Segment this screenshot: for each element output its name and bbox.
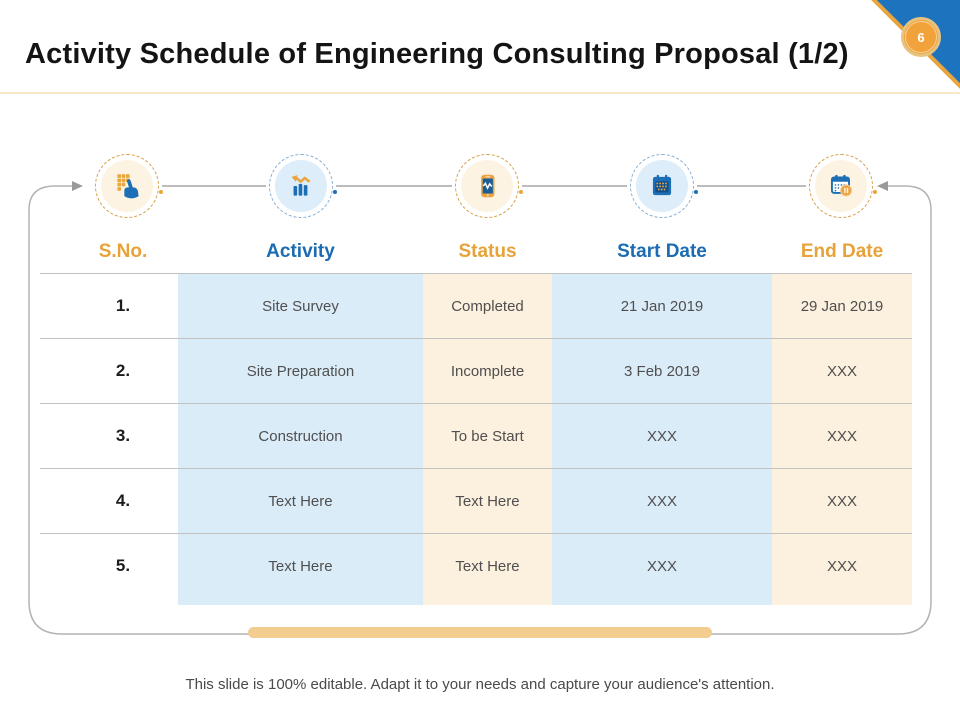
table-cell-activity: Site Preparation: [178, 338, 423, 403]
table-cell-start: 21 Jan 2019: [552, 273, 772, 338]
table-cell-end: XXX: [772, 468, 912, 533]
table-cell-activity: Construction: [178, 403, 423, 468]
table-cell-start: XXX: [552, 468, 772, 533]
bar-chart-trend-icon: [269, 154, 337, 218]
table-cell-sno: 4.: [40, 468, 178, 533]
table-cell-activity: Text Here: [178, 533, 423, 598]
arrow-left-icon: [877, 181, 888, 191]
calendar-pause-icon: [809, 154, 877, 218]
footer-note: This slide is 100% editable. Adapt it to…: [185, 676, 775, 693]
bottom-accent-bar: [248, 627, 712, 638]
table-cell-status: Text Here: [423, 533, 552, 598]
calendar-icon: [630, 154, 698, 218]
column-header-start: Start Date: [617, 240, 707, 262]
table-cell-status: Completed: [423, 273, 552, 338]
table-cell-start: XXX: [552, 403, 772, 468]
column-header-end: End Date: [800, 240, 884, 262]
table-cell-end: XXX: [772, 403, 912, 468]
title-divider: [0, 92, 960, 94]
column-tail: [423, 598, 552, 605]
column-tail: [772, 598, 912, 605]
column-header-sno: S.No.: [98, 240, 148, 262]
table-cell-activity: Site Survey: [178, 273, 423, 338]
table-cell-activity: Text Here: [178, 468, 423, 533]
table-cell-sno: 2.: [40, 338, 178, 403]
column-tail: [40, 598, 178, 605]
table-cell-start: XXX: [552, 533, 772, 598]
table-cell-end: XXX: [772, 338, 912, 403]
table-cell-status: Text Here: [423, 468, 552, 533]
table-cell-status: To be Start: [423, 403, 552, 468]
table-cell-sno: 3.: [40, 403, 178, 468]
page-title: Activity Schedule of Engineering Consult…: [25, 38, 849, 70]
calculator-hand-icon: [95, 154, 163, 218]
table-cell-sno: 1.: [40, 273, 178, 338]
column-header-activity: Activity: [266, 240, 335, 262]
column-tail: [552, 598, 772, 605]
column-tail: [178, 598, 423, 605]
table-cell-start: 3 Feb 2019: [552, 338, 772, 403]
arrow-right-icon: [72, 181, 83, 191]
table-cell-end: 29 Jan 2019: [772, 273, 912, 338]
table-cell-status: Incomplete: [423, 338, 552, 403]
activity-table: S.No. Activity Status Start Date End Dat…: [40, 230, 912, 605]
phone-waveform-icon: [455, 154, 523, 218]
table-cell-sno: 5.: [40, 533, 178, 598]
table-cell-end: XXX: [772, 533, 912, 598]
page-number-badge: 6: [901, 17, 941, 57]
page-number: 6: [917, 29, 925, 45]
column-header-status: Status: [458, 240, 517, 262]
